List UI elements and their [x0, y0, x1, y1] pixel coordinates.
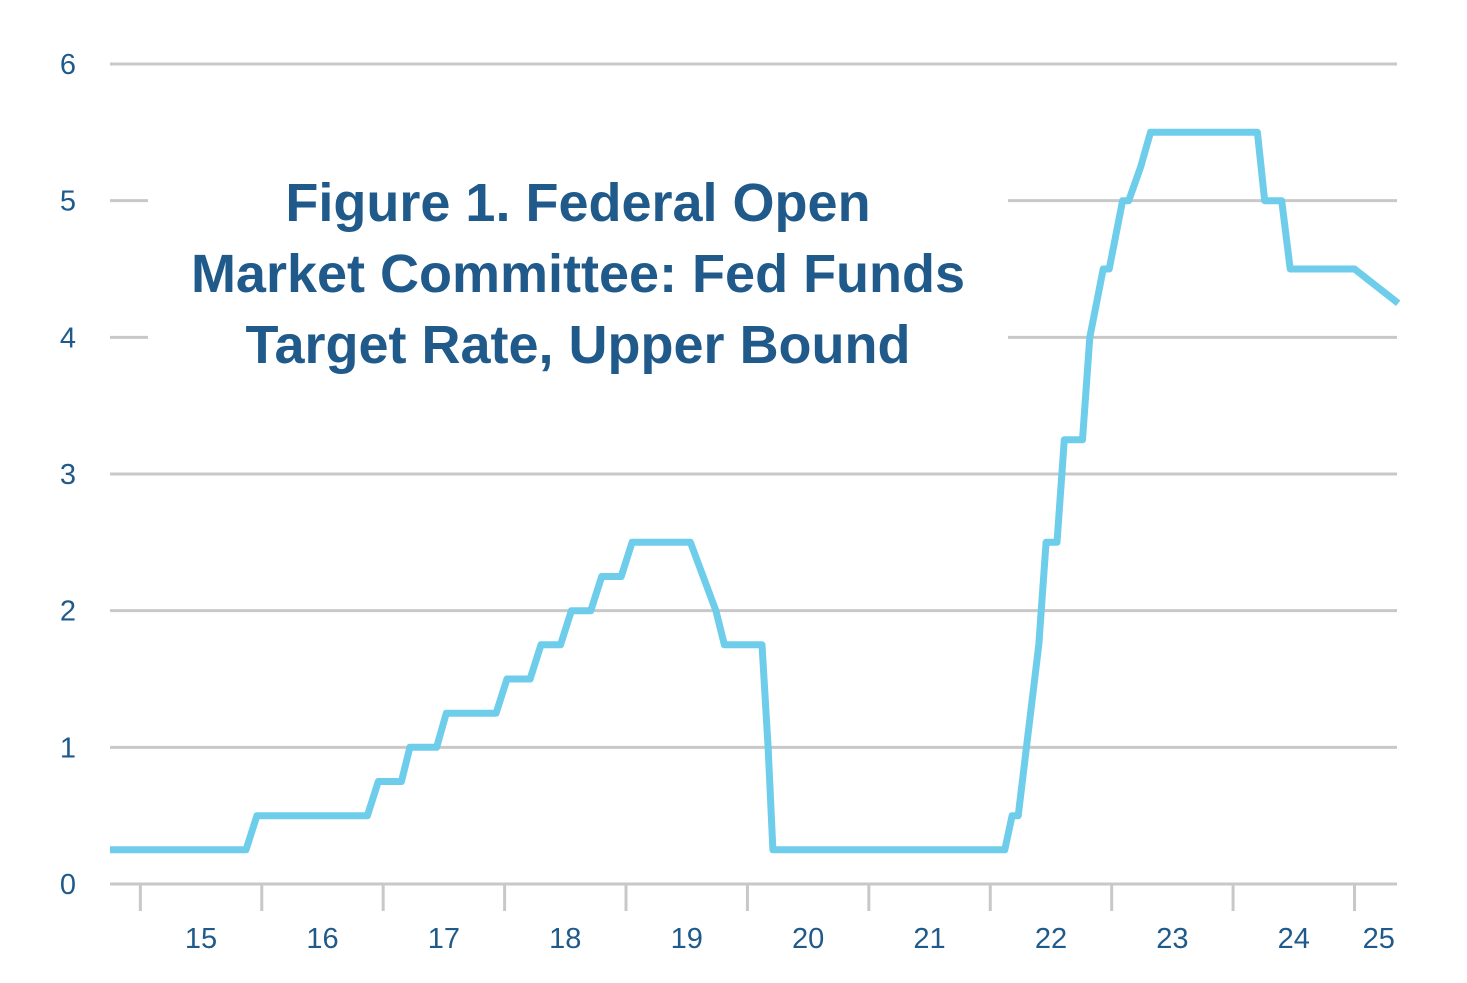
title-line-3: Target Rate, Upper Bound: [245, 315, 911, 375]
y-tick-label-4: 4: [60, 322, 76, 354]
y-tick-label-3: 3: [60, 459, 76, 491]
x-tick-label-21: 21: [913, 923, 945, 955]
x-tick-label-16: 16: [306, 923, 338, 955]
x-tick-label-17: 17: [428, 923, 460, 955]
y-tick-label-6: 6: [60, 49, 76, 81]
y-tick-label-0: 0: [60, 869, 76, 901]
x-tick-label-19: 19: [671, 923, 703, 955]
x-tick-label-18: 18: [549, 923, 581, 955]
y-tick-label-1: 1: [60, 732, 76, 764]
title-line-2: Market Committee: Fed Funds: [190, 244, 966, 304]
y-tick-label-2: 2: [60, 596, 76, 628]
title-line-1: Figure 1. Federal Open: [285, 173, 871, 233]
series-line-0: [110, 128, 1401, 854]
x-tick-label-20: 20: [792, 923, 824, 955]
x-tick-label-23: 23: [1156, 923, 1188, 955]
series-layer: [110, 128, 1401, 854]
x-tick-label-22: 22: [1035, 923, 1067, 955]
y-tick-label-5: 5: [60, 186, 76, 218]
x-tick-label-25: 25: [1363, 923, 1395, 955]
x-axis: 15 16 17 18 19 20 21 22 23 24 25: [138, 884, 1395, 955]
x-tick-label-15: 15: [185, 923, 217, 955]
chart-title: Figure 1. Federal Open Market Committee:…: [148, 168, 1008, 381]
y-axis-tick-labels: 0 1 2 3 4 5 6: [60, 49, 76, 901]
x-tick-label-24: 24: [1278, 923, 1310, 955]
